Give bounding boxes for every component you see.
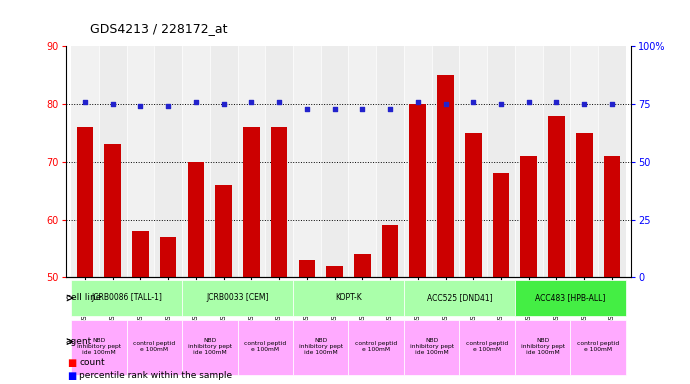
Bar	[215, 185, 232, 278]
Bar	[210, 46, 237, 278]
Bar	[188, 162, 204, 278]
Text: ■: ■	[67, 371, 76, 381]
Bar	[598, 46, 626, 278]
Text: ■: ■	[67, 358, 76, 368]
Bar	[71, 319, 126, 375]
Bar	[293, 46, 321, 278]
Bar	[348, 319, 404, 375]
Point	[468, 99, 479, 105]
Text: JCRB0033 [CEM]: JCRB0033 [CEM]	[206, 293, 269, 302]
Bar	[126, 46, 155, 278]
Bar	[376, 46, 404, 278]
Point	[246, 99, 257, 105]
Point	[190, 99, 201, 105]
Bar	[99, 46, 126, 278]
Bar	[460, 319, 515, 375]
Bar	[182, 46, 210, 278]
Bar	[382, 225, 398, 278]
Bar	[71, 46, 99, 278]
Bar	[576, 133, 593, 278]
Bar	[104, 144, 121, 278]
Point	[302, 106, 313, 112]
Bar	[182, 319, 237, 375]
Point	[523, 99, 534, 105]
Text: percentile rank within the sample: percentile rank within the sample	[79, 371, 233, 380]
Bar	[321, 46, 348, 278]
Bar	[237, 46, 265, 278]
Text: NBD
inhibitory pept
ide 100mM: NBD inhibitory pept ide 100mM	[77, 338, 121, 354]
Bar	[237, 319, 293, 375]
Point	[135, 103, 146, 109]
Bar	[293, 280, 404, 316]
Text: cell line: cell line	[66, 293, 101, 303]
Bar	[432, 46, 460, 278]
Bar	[409, 104, 426, 278]
Bar	[265, 46, 293, 278]
Bar	[542, 46, 571, 278]
Text: ACC483 [HPB-ALL]: ACC483 [HPB-ALL]	[535, 293, 606, 302]
Bar	[515, 319, 571, 375]
Bar	[155, 46, 182, 278]
Bar	[404, 46, 432, 278]
Bar	[160, 237, 177, 278]
Bar	[182, 280, 293, 316]
Point	[495, 101, 506, 107]
Bar	[404, 280, 515, 316]
Text: control peptid
e 100mM: control peptid e 100mM	[244, 341, 286, 352]
Text: agent: agent	[66, 337, 92, 346]
Bar	[465, 133, 482, 278]
Bar	[515, 46, 542, 278]
Text: control peptid
e 100mM: control peptid e 100mM	[355, 341, 397, 352]
Bar	[604, 156, 620, 278]
Point	[163, 103, 174, 109]
Text: NBD
inhibitory pept
ide 100mM: NBD inhibitory pept ide 100mM	[520, 338, 564, 354]
Bar	[77, 127, 93, 278]
Bar	[520, 156, 537, 278]
Bar	[571, 46, 598, 278]
Text: control peptid
e 100mM: control peptid e 100mM	[577, 341, 619, 352]
Text: JCRB0086 [TALL-1]: JCRB0086 [TALL-1]	[91, 293, 162, 302]
Bar	[243, 127, 259, 278]
Text: NBD
inhibitory pept
ide 100mM: NBD inhibitory pept ide 100mM	[188, 338, 232, 354]
Bar	[132, 231, 149, 278]
Point	[551, 99, 562, 105]
Bar	[515, 280, 626, 316]
Bar	[270, 127, 288, 278]
Point	[79, 99, 90, 105]
Text: control peptid
e 100mM: control peptid e 100mM	[133, 341, 175, 352]
Bar	[71, 280, 182, 316]
Bar	[548, 116, 565, 278]
Bar	[326, 266, 343, 278]
Bar	[437, 75, 454, 278]
Point	[329, 106, 340, 112]
Point	[579, 101, 590, 107]
Bar	[571, 319, 626, 375]
Bar	[487, 46, 515, 278]
Text: ACC525 [DND41]: ACC525 [DND41]	[426, 293, 492, 302]
Point	[357, 106, 368, 112]
Bar	[354, 254, 371, 278]
Bar	[460, 46, 487, 278]
Bar	[404, 319, 460, 375]
Text: NBD
inhibitory pept
ide 100mM: NBD inhibitory pept ide 100mM	[299, 338, 343, 354]
Bar	[126, 319, 182, 375]
Text: GDS4213 / 228172_at: GDS4213 / 228172_at	[90, 22, 227, 35]
Bar	[348, 46, 376, 278]
Point	[107, 101, 118, 107]
Point	[218, 101, 229, 107]
Text: NBD
inhibitory pept
ide 100mM: NBD inhibitory pept ide 100mM	[410, 338, 454, 354]
Point	[274, 99, 285, 105]
Text: count: count	[79, 358, 105, 367]
Text: control peptid
e 100mM: control peptid e 100mM	[466, 341, 509, 352]
Point	[607, 101, 618, 107]
Point	[412, 99, 423, 105]
Bar	[293, 319, 348, 375]
Bar	[493, 173, 509, 278]
Point	[384, 106, 395, 112]
Text: KOPT-K: KOPT-K	[335, 293, 362, 302]
Bar	[299, 260, 315, 278]
Point	[440, 101, 451, 107]
